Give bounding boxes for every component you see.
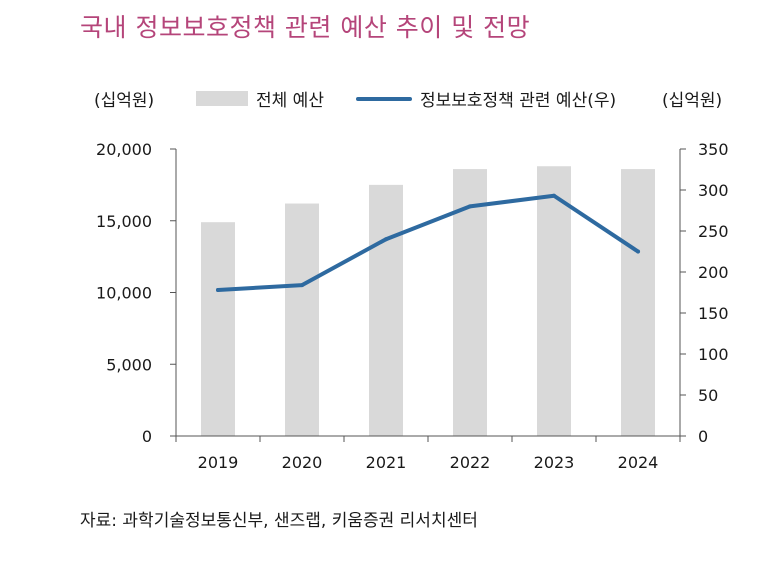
line-point-2023 <box>552 193 556 198</box>
x-tick-label: 2023 <box>534 453 575 472</box>
x-tick-label: 2022 <box>450 453 491 472</box>
line-point-2022 <box>468 204 472 209</box>
right-tick-label: 250 <box>698 222 729 241</box>
chart-title: 국내 정보보호정책 관련 예산 추이 및 전망 <box>80 13 531 42</box>
line-series-security-budget <box>216 193 640 293</box>
line-point-2024 <box>636 249 640 254</box>
bar-2021 <box>369 184 403 436</box>
bar-2024 <box>621 169 655 436</box>
left-tick-label: 5,000 <box>106 355 152 374</box>
right-tick-label: 100 <box>698 345 729 364</box>
legend-bar-label: 전체 예산 <box>256 91 324 111</box>
right-tick-label: 300 <box>698 181 729 200</box>
x-tick-label: 2020 <box>282 453 323 472</box>
left-axis-unit: (십억원) <box>94 91 155 111</box>
legend-item-bar: 전체 예산 <box>196 86 324 111</box>
line-point-2020 <box>300 283 304 288</box>
right-tick-label: 200 <box>698 263 729 282</box>
right-tick-label: 150 <box>698 304 729 323</box>
x-tick-label: 2019 <box>198 453 239 472</box>
bar-2019 <box>201 222 235 436</box>
right-tick-label: 350 <box>698 140 729 159</box>
legend-item-line: 정보보호정책 관련 예산(우) <box>356 86 616 111</box>
right-tick-label: 50 <box>698 386 718 405</box>
legend-line-label: 정보보호정책 관련 예산(우) <box>420 91 617 111</box>
left-tick-label: 15,000 <box>96 212 152 231</box>
line-point-2019 <box>216 288 220 293</box>
legend-line-swatch <box>356 96 412 101</box>
x-tick-label: 2024 <box>618 453 659 472</box>
bar-2020 <box>285 203 319 436</box>
source-note: 자료: 과학기술정보통신부, 샌즈랩, 키움증권 리서치센터 <box>80 511 478 531</box>
line-point-2021 <box>384 237 388 242</box>
right-tick-label: 0 <box>698 427 708 446</box>
bar-2022 <box>453 169 487 436</box>
left-tick-label: 0 <box>142 427 152 446</box>
bar-2023 <box>537 166 571 436</box>
right-axis-unit: (십억원) <box>662 91 723 111</box>
x-tick-label: 2021 <box>366 453 407 472</box>
left-tick-label: 10,000 <box>96 284 152 303</box>
left-tick-label: 20,000 <box>96 140 152 159</box>
legend-bar-swatch <box>196 91 248 106</box>
